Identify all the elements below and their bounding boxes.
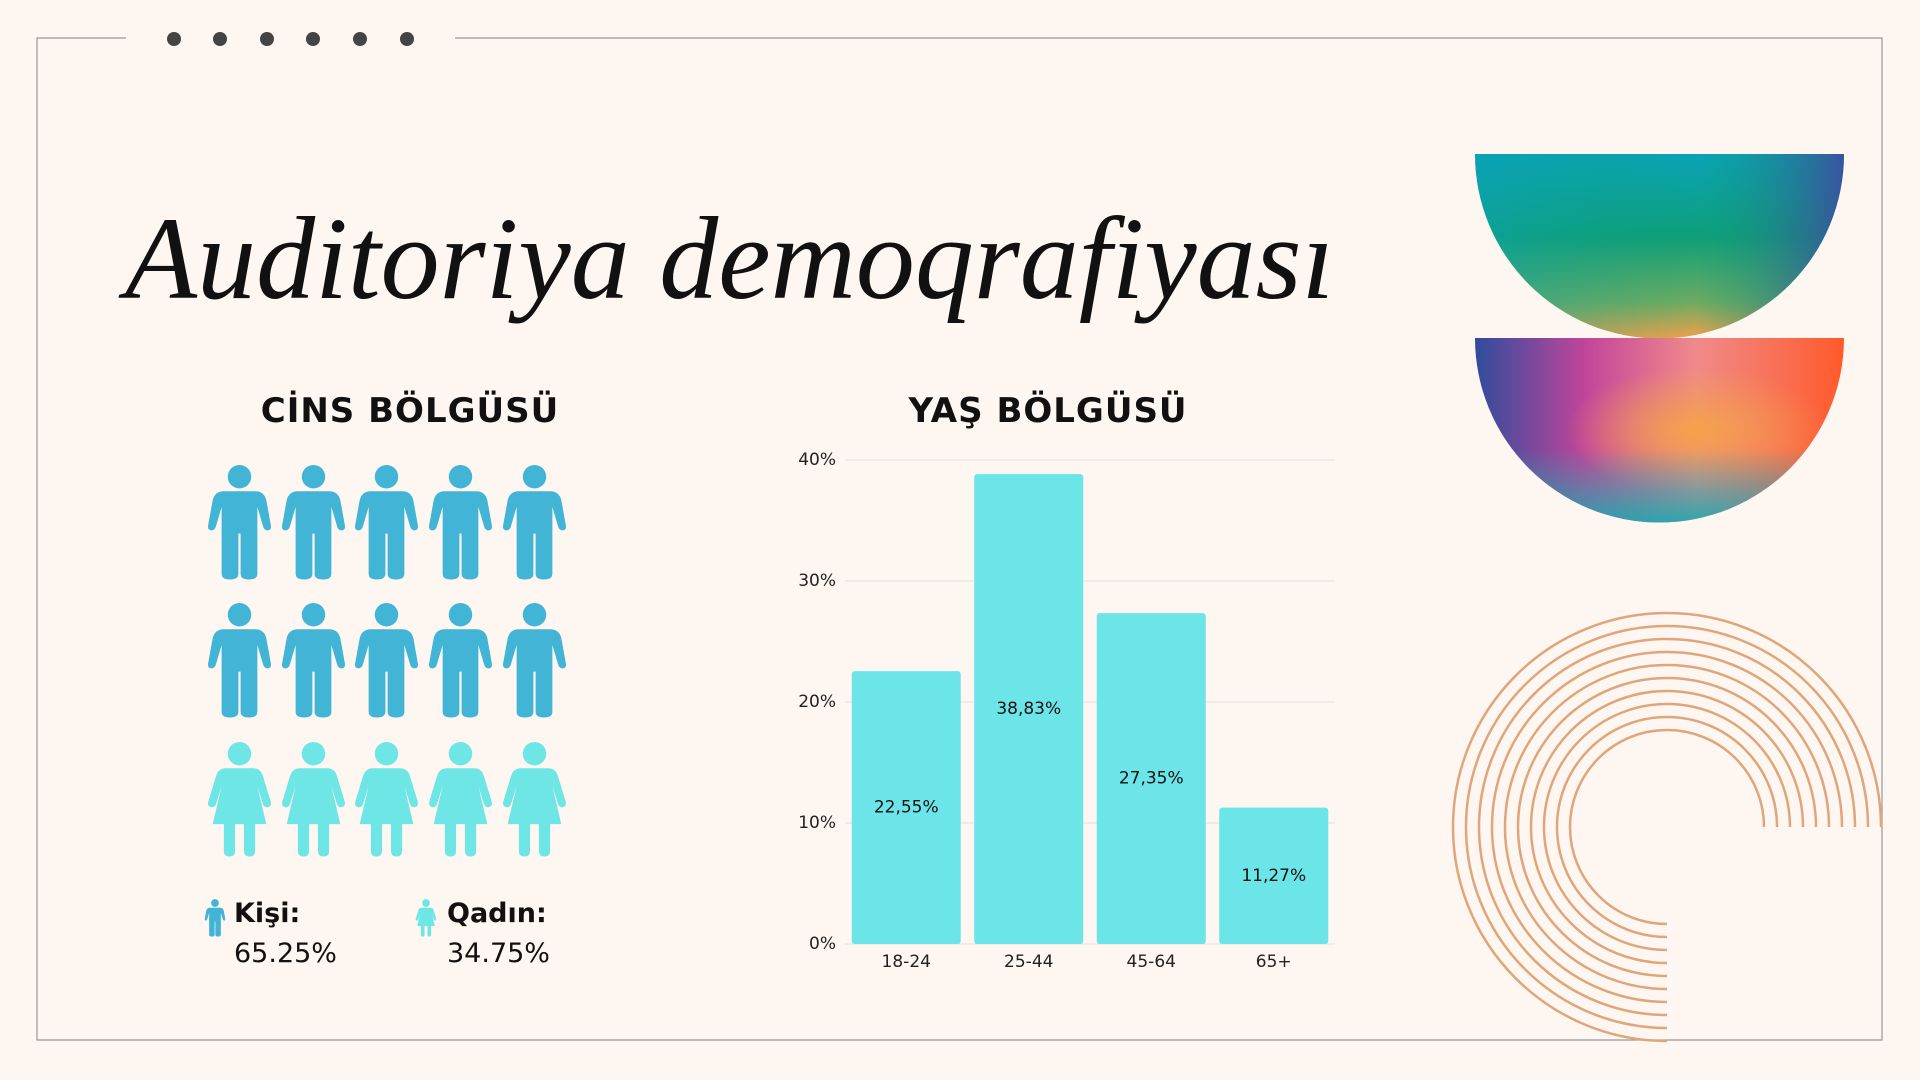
x-tick-label: 25-44 xyxy=(1004,952,1053,972)
bar xyxy=(1219,807,1329,944)
legend-value: 34.75% xyxy=(447,938,550,969)
value-label: 11,27% xyxy=(1241,866,1306,886)
dots xyxy=(167,32,414,46)
y-tick-label: 40% xyxy=(798,450,836,470)
value-label: 38,83% xyxy=(996,699,1061,719)
value-label: 27,35% xyxy=(1119,769,1184,789)
gender-legend: Kişi: 65.25% Qadın: 34.75% xyxy=(204,898,550,969)
plot: 0% 10% 20% 30% 40% 18-24 22,55% 25-44 38,83% 45-6… xyxy=(798,450,1335,972)
legend-value: 65.25% xyxy=(234,938,337,969)
legend-label: Qadın: xyxy=(447,898,547,929)
female-icons xyxy=(208,741,566,857)
legend-label: Kişi: xyxy=(234,898,300,929)
y-tick-label: 30% xyxy=(798,571,836,591)
gender-title: CİNS BÖLGÜSÜ xyxy=(261,390,559,431)
bar xyxy=(974,474,1084,944)
chart-title: YAŞ BÖLGÜSÜ xyxy=(907,390,1187,431)
decoration xyxy=(1451,154,1883,1043)
y-tick-label: 20% xyxy=(798,692,836,712)
bar xyxy=(1096,613,1206,944)
x-tick-label: 65+ xyxy=(1256,952,1292,972)
frame xyxy=(36,37,1883,1041)
male-icons xyxy=(208,464,566,718)
bar xyxy=(851,671,961,944)
y-tick-label: 10% xyxy=(798,813,836,833)
slide-title: Auditoriya demoqrafiyası xyxy=(118,193,1334,324)
value-label: 22,55% xyxy=(874,798,939,818)
x-tick-label: 18-24 xyxy=(882,952,931,972)
y-tick-label: 0% xyxy=(809,934,836,954)
x-tick-label: 45-64 xyxy=(1127,952,1176,972)
